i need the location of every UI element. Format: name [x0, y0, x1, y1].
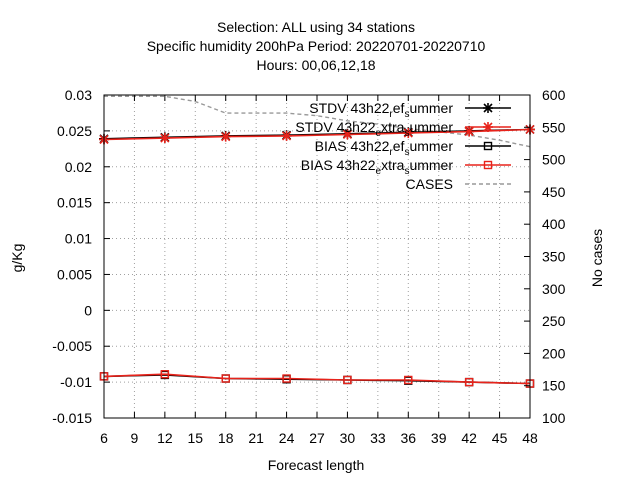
chart-title: Selection: ALL using 34 stations Specifi… — [147, 19, 486, 73]
y2-tick-label: 350 — [542, 249, 566, 265]
x-tick-label: 36 — [400, 430, 416, 446]
data-point — [403, 128, 414, 139]
y-tick-label: -0.01 — [60, 374, 92, 390]
legend-label-part: xtra — [381, 157, 405, 173]
legend-label-part: r — [389, 109, 393, 120]
y-tick-label: 0.005 — [57, 266, 92, 282]
x-axis-label: Forecast length — [268, 457, 365, 473]
legend-label-part: BIAS 43h22 — [315, 138, 390, 154]
legend-entry: CASES — [406, 176, 511, 192]
y-tick-label: 0 — [84, 302, 92, 318]
legend-label-part: ummer — [409, 157, 453, 173]
series-4 — [104, 95, 531, 148]
x-tick-label: 30 — [340, 430, 356, 446]
legend-label-part: ef — [393, 100, 405, 116]
x-tick-label: 12 — [157, 430, 173, 446]
y2-tick-label: 150 — [542, 378, 566, 394]
data-point — [404, 375, 413, 385]
y-tick-label: 0.025 — [57, 123, 92, 139]
title-line-1: Selection: ALL using 34 stations — [217, 19, 415, 35]
y-tick-label: -0.015 — [52, 410, 92, 426]
y2-tick-label: 550 — [542, 119, 566, 135]
legend-label-part: STDV 43h22 — [295, 119, 375, 135]
y-tick-label: 0.01 — [65, 231, 92, 247]
legend-label-part: ummer — [409, 138, 453, 154]
legend-entry: BIAS 43h22refsummer — [315, 138, 511, 158]
series-line — [104, 95, 531, 148]
y2-tick-label: 250 — [542, 313, 566, 329]
x-tick-label: 15 — [187, 430, 203, 446]
title-line-2: Specific humidity 200hPa Period: 2022070… — [147, 38, 486, 54]
data-point — [483, 141, 493, 151]
y-axis-label: g/Kg — [9, 244, 25, 273]
legend-label-part: e — [376, 166, 382, 177]
data-point — [483, 103, 493, 113]
data-point — [483, 122, 493, 132]
legend-label-part: e — [376, 128, 382, 139]
data-point — [342, 129, 353, 140]
y2-tick-label: 450 — [542, 184, 566, 200]
series-layer — [99, 95, 535, 388]
y2-tick-label: 200 — [542, 345, 566, 361]
data-point — [483, 160, 493, 170]
x-tick-label: 27 — [309, 430, 325, 446]
data-point — [159, 133, 170, 144]
data-point — [160, 370, 170, 379]
legend-label: STDV 43h22refsummer — [309, 100, 453, 120]
x-tick-label: 9 — [131, 430, 139, 446]
legend-label-part: CASES — [406, 176, 453, 192]
y-tick-label: 0.03 — [65, 87, 92, 103]
x-tick-label: 42 — [461, 430, 477, 446]
data-point — [464, 126, 475, 137]
legend-label-part: BIAS 43h22 — [301, 157, 376, 173]
y2-tick-label: 100 — [542, 410, 566, 426]
y-tick-label: 0.02 — [65, 159, 92, 175]
legend-label: CASES — [406, 176, 453, 192]
y-tick-label: -0.005 — [52, 338, 92, 354]
x-tick-label: 33 — [370, 430, 386, 446]
y-tick-label: 0.015 — [57, 195, 92, 211]
legend-label-part: s — [404, 166, 409, 177]
data-point — [281, 130, 292, 141]
grid — [104, 95, 530, 418]
legend-label-part: ef — [393, 138, 405, 154]
legend-label-part: ummer — [409, 100, 453, 116]
x-tick-label: 21 — [248, 430, 264, 446]
legend-label: BIAS 43h22extrasummer — [301, 157, 454, 177]
data-point — [282, 374, 291, 383]
x-tick-label: 6 — [100, 430, 108, 446]
legend-entry: STDV 43h22refsummer — [309, 100, 511, 120]
y2-tick-label: 600 — [542, 87, 566, 103]
legend-label-part: s — [404, 109, 409, 120]
series-line — [103, 128, 531, 141]
axes: 6 9 12 15 18 21 24 27 30 33 36 39 42 45 48 -0.015 -0.01 -… — [52, 87, 565, 446]
data-point — [343, 375, 352, 385]
legend-label-part: s — [404, 128, 409, 139]
x-tick-label: 45 — [492, 430, 508, 446]
y2-tick-label: 500 — [542, 152, 566, 168]
x-tick-label: 18 — [218, 430, 234, 446]
legend-entry: BIAS 43h22extrasummer — [301, 157, 511, 177]
x-tick-label: 39 — [431, 430, 447, 446]
legend-label: BIAS 43h22refsummer — [315, 138, 454, 158]
legend-label-part: STDV 43h22 — [309, 100, 389, 116]
title-line-3: Hours: 00,06,12,18 — [256, 57, 375, 73]
legend-label-part: s — [404, 147, 409, 158]
legend-label-part: r — [389, 147, 393, 158]
y2-tick-label: 400 — [542, 216, 566, 232]
data-point — [464, 377, 474, 387]
data-point — [221, 374, 230, 383]
y2-axis-label: No cases — [589, 229, 605, 287]
data-point — [220, 131, 231, 142]
legend-label-part: xtra — [381, 119, 405, 135]
y2-tick-label: 300 — [542, 281, 566, 297]
legend-label: STDV 43h22extrasummer — [295, 119, 453, 139]
legend-label-part: ummer — [409, 119, 453, 135]
x-tick-label: 48 — [522, 430, 538, 446]
legend-entry: STDV 43h22extrasummer — [295, 119, 511, 139]
x-tick-label: 24 — [279, 430, 295, 446]
series-line — [103, 373, 531, 385]
